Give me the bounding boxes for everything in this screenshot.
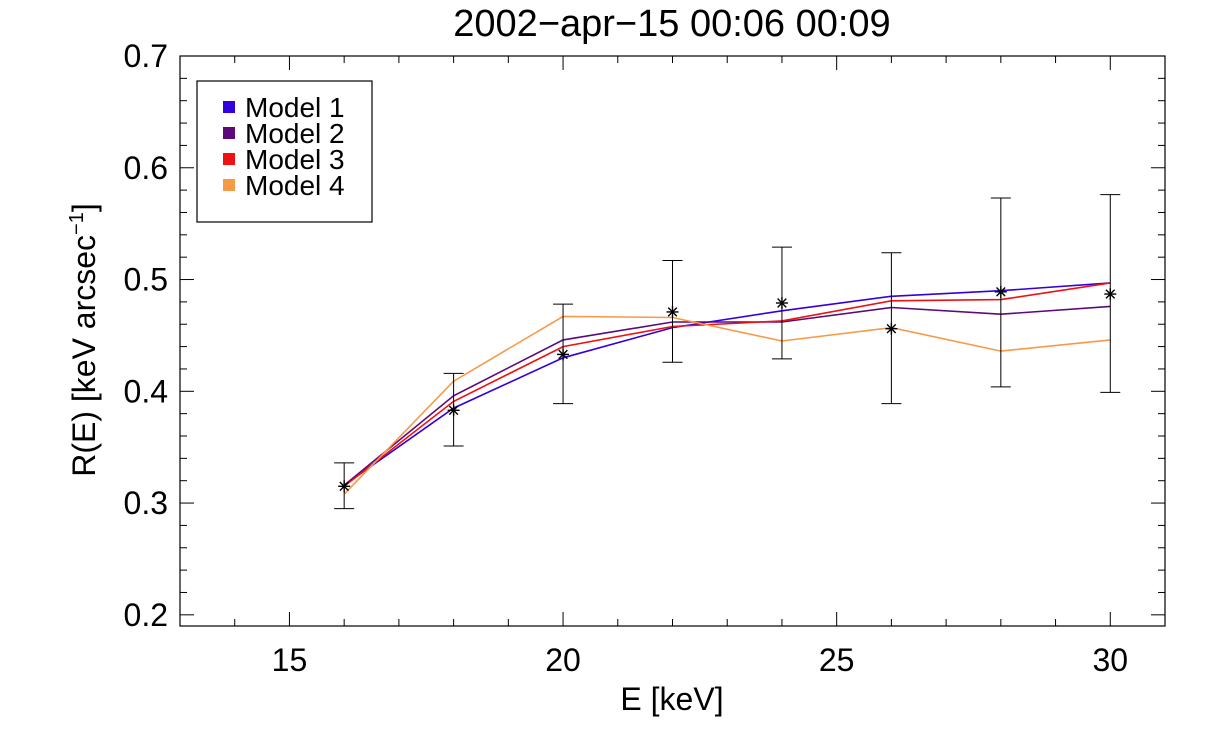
y-axis-label: R(E) [keV arcsec−1]	[66, 203, 102, 477]
y-tick-label: 0.5	[124, 262, 168, 298]
legend-label-model-4: Model 4	[245, 170, 345, 201]
data-point-marker	[338, 480, 351, 493]
y-axis-label-exponent: −1	[66, 212, 88, 235]
model-lines	[343, 282, 1111, 495]
marker-stroke	[886, 323, 897, 334]
marker-stroke	[448, 405, 459, 416]
y-tick-label: 0.4	[124, 373, 168, 409]
data-point-marker	[557, 348, 570, 361]
marker-stroke	[558, 349, 568, 360]
y-tick-label: 0.3	[124, 485, 168, 521]
legend-swatch-model-1	[223, 101, 235, 113]
x-tick-label: 30	[1092, 642, 1128, 678]
series-line-model-4	[343, 315, 1111, 495]
legend-swatch-model-2	[223, 127, 235, 139]
marker-stroke	[339, 481, 349, 492]
data-point-marker	[775, 297, 788, 309]
legend-label-model-1: Model 1	[245, 92, 345, 123]
marker-stroke	[996, 287, 1006, 297]
y-axis-label-main: R(E) [keV arcsec	[66, 235, 102, 477]
data-point-marker	[1104, 288, 1117, 301]
axis-tick-labels: 15 20 25 30 0.2 0.3 0.4 0.5 0.6 0.7	[124, 38, 1129, 678]
data-point-marker	[994, 285, 1007, 298]
y-tick-label: 0.7	[124, 38, 168, 74]
x-tick-label: 20	[545, 642, 581, 678]
chart-title: 2002−apr−15 00:06 00:09	[453, 3, 890, 45]
data-point-marker	[666, 305, 679, 318]
x-tick-label: 25	[819, 642, 855, 678]
series-line-model-3	[343, 282, 1111, 487]
data-markers	[338, 285, 1117, 493]
y-tick-label: 0.2	[124, 597, 168, 633]
series-line-model-2	[343, 305, 1111, 486]
legend-swatch-model-4	[223, 179, 235, 191]
marker-stroke	[1105, 289, 1116, 299]
legend-swatch-model-3	[223, 153, 235, 165]
legend-label-model-3: Model 3	[245, 144, 345, 175]
data-point-marker	[885, 322, 898, 335]
axis-ticks	[179, 55, 1166, 626]
x-tick-label: 15	[272, 642, 308, 678]
y-axis-label-close: ]	[66, 203, 102, 212]
marker-stroke	[777, 298, 787, 308]
data-point-marker	[447, 404, 460, 417]
legend-label-model-2: Model 2	[245, 118, 345, 149]
x-axis-label: E [keV]	[620, 681, 723, 717]
y-tick-label: 0.6	[124, 150, 168, 186]
series-line-model-1	[343, 282, 1111, 486]
marker-stroke	[667, 307, 678, 317]
